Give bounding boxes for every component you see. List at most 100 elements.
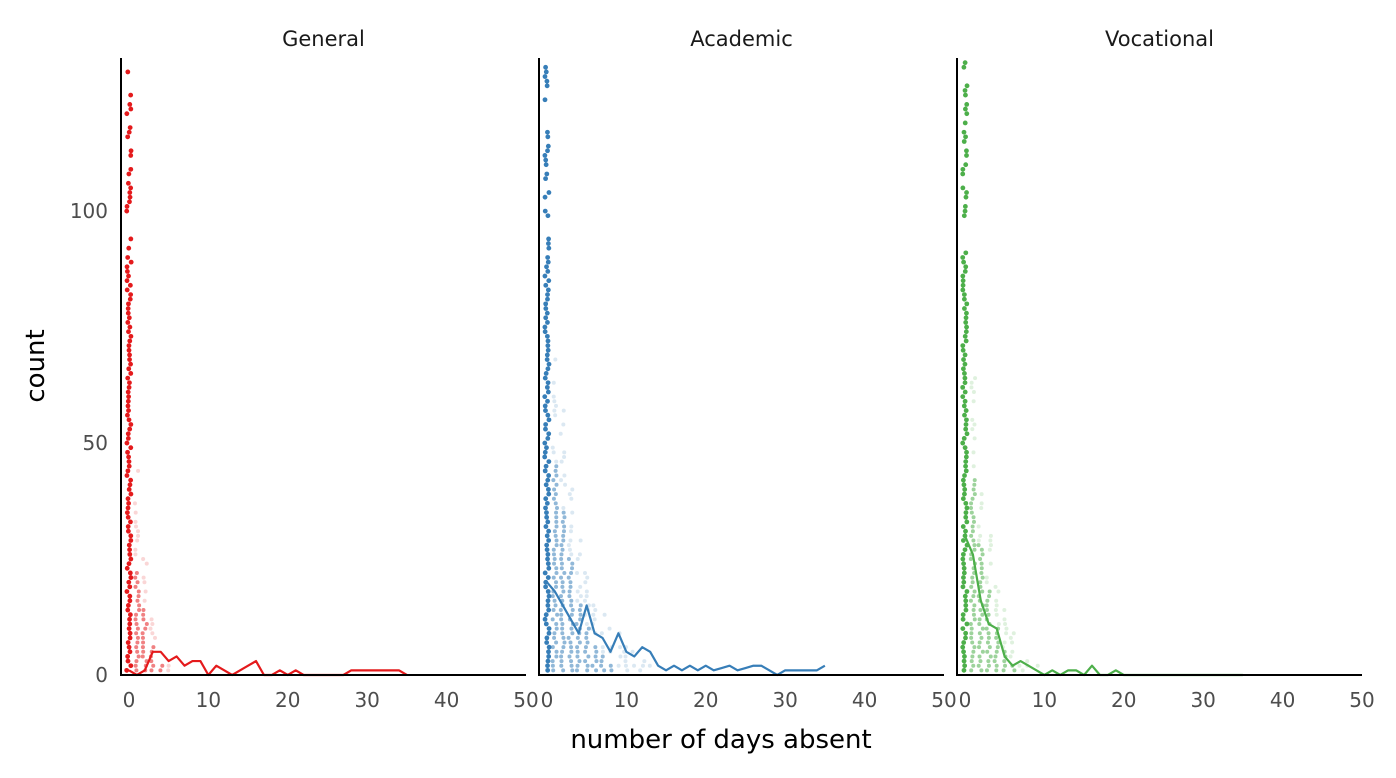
data-point — [602, 612, 607, 617]
data-point — [551, 608, 556, 613]
data-point — [971, 519, 976, 524]
data-point — [600, 649, 605, 654]
x-tick-label: 0 — [123, 688, 136, 712]
data-point — [968, 598, 973, 603]
data-point — [642, 659, 647, 664]
data-point — [554, 621, 559, 626]
data-point — [137, 603, 142, 608]
x-tick-label: 40 — [1270, 688, 1295, 712]
data-point — [962, 380, 968, 386]
data-point — [124, 269, 130, 274]
data-point — [995, 645, 1000, 650]
data-point — [987, 589, 992, 594]
data-point — [546, 190, 552, 195]
data-point — [961, 640, 967, 645]
data-point — [125, 320, 131, 325]
data-point — [546, 654, 552, 659]
data-point — [964, 449, 969, 455]
data-point — [978, 557, 983, 562]
data-point — [616, 663, 621, 668]
data-point — [128, 148, 134, 154]
data-point — [554, 510, 559, 515]
data-point — [962, 371, 967, 376]
data-point — [142, 598, 147, 603]
data-point — [577, 659, 582, 664]
data-point — [128, 92, 134, 98]
data-point — [964, 431, 970, 437]
x-tick-label: 20 — [1111, 688, 1136, 712]
data-point — [1002, 608, 1007, 613]
data-point — [546, 473, 552, 478]
data-point — [561, 635, 566, 640]
data-point — [978, 533, 983, 538]
data-point — [545, 575, 551, 580]
data-point — [561, 529, 566, 534]
data-point — [973, 376, 978, 381]
data-point — [140, 635, 145, 640]
data-point — [961, 579, 967, 585]
facet-points — [960, 60, 1040, 673]
data-point — [544, 635, 550, 641]
data-point — [125, 180, 131, 186]
data-point — [554, 464, 559, 469]
data-point — [546, 236, 551, 242]
data-point — [134, 668, 139, 673]
data-point — [542, 273, 548, 279]
data-point — [960, 538, 966, 543]
data-point — [970, 427, 975, 432]
data-point — [127, 199, 132, 205]
data-point — [962, 487, 968, 492]
data-point — [562, 640, 567, 645]
data-point — [962, 412, 967, 418]
data-point — [554, 640, 559, 645]
data-point — [544, 78, 550, 84]
data-point — [994, 635, 999, 640]
data-point — [960, 524, 966, 529]
data-point — [561, 505, 566, 510]
data-point — [151, 663, 156, 668]
data-point — [133, 617, 138, 622]
data-point — [125, 306, 131, 311]
data-point — [994, 612, 999, 617]
data-point — [972, 436, 977, 441]
data-point — [134, 645, 139, 650]
data-point — [135, 640, 140, 645]
data-point — [962, 60, 968, 66]
data-point — [962, 654, 967, 659]
data-point — [618, 654, 623, 659]
data-point — [136, 589, 141, 594]
data-point — [961, 649, 966, 655]
data-point — [575, 635, 580, 640]
data-point — [963, 162, 969, 168]
data-point — [144, 561, 149, 566]
data-point — [128, 538, 134, 543]
data-point — [544, 310, 550, 316]
data-point — [972, 543, 977, 548]
x-tick-label: 20 — [275, 688, 300, 712]
data-point — [545, 143, 551, 149]
data-point — [545, 487, 551, 492]
x-tick-label: 10 — [614, 688, 639, 712]
data-point — [127, 190, 133, 195]
data-point — [979, 570, 984, 575]
data-point — [544, 384, 550, 390]
data-point — [585, 663, 590, 668]
data-point — [554, 584, 559, 589]
data-point — [545, 436, 551, 441]
data-point — [553, 357, 558, 362]
data-point — [559, 459, 564, 464]
data-point — [971, 594, 976, 599]
facet-panel-vocational: Vocational 0 10 20 30 40 50 — [956, 27, 1375, 712]
data-point — [560, 649, 565, 654]
data-point — [986, 631, 991, 636]
data-point — [962, 663, 968, 669]
data-point — [560, 580, 565, 585]
data-point — [961, 259, 966, 265]
data-point — [972, 482, 977, 487]
data-point — [143, 626, 148, 631]
data-point — [972, 492, 977, 497]
data-point — [585, 668, 590, 673]
data-point — [128, 445, 134, 451]
data-point — [583, 645, 588, 650]
